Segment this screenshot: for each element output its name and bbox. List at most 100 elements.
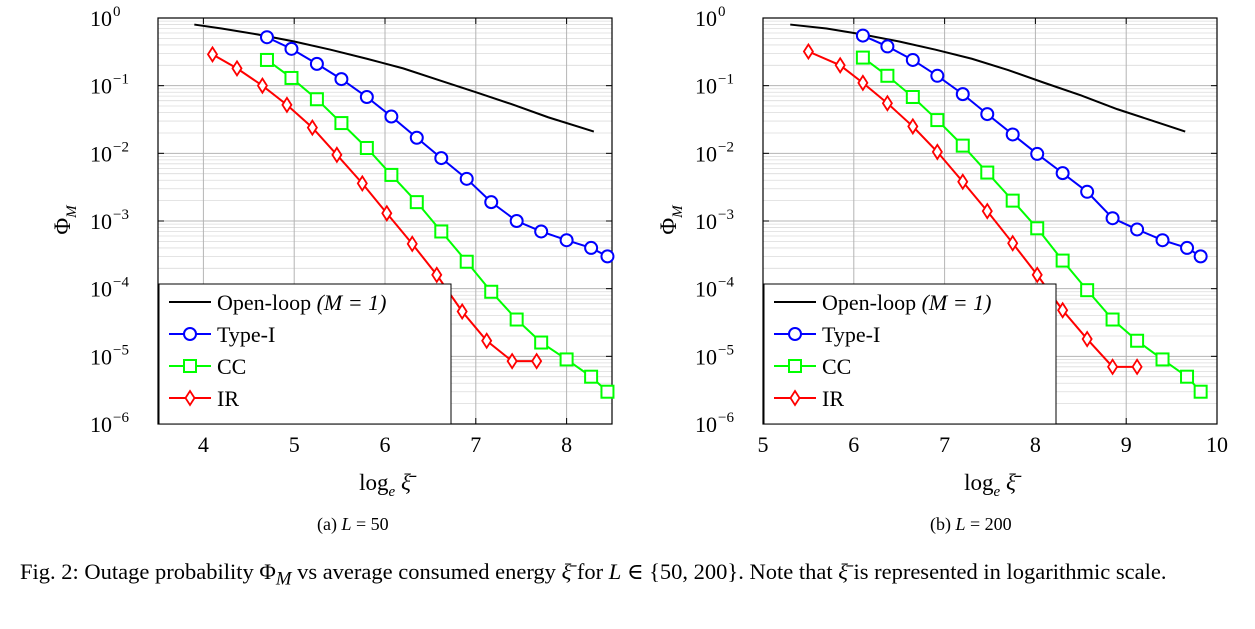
data-point xyxy=(905,90,920,105)
y-tick-base: 10 xyxy=(695,209,717,234)
data-point xyxy=(1155,233,1170,248)
y-tick-exponent: −5 xyxy=(718,342,734,358)
data-point xyxy=(256,77,268,95)
caption-text4: is represented in logarithmic scale. xyxy=(847,559,1167,584)
data-point xyxy=(359,90,374,105)
y-tick-exponent: −4 xyxy=(113,275,129,291)
data-point xyxy=(584,240,599,255)
y-tick-label: 10 xyxy=(695,209,717,234)
series-cc xyxy=(855,50,1208,399)
legend-entry-label: IR xyxy=(217,386,239,411)
y-tick-exponent: −1 xyxy=(718,72,734,88)
y-tick-label: 10 xyxy=(695,74,717,99)
data-point xyxy=(930,68,945,83)
series-line xyxy=(211,53,537,363)
data-point xyxy=(509,312,524,327)
y-tick-base: 10 xyxy=(695,412,717,437)
y-tick-exponent: 0 xyxy=(113,4,121,20)
legend-swatch-marker xyxy=(789,389,801,407)
data-point xyxy=(309,92,324,107)
y-tick-base: 10 xyxy=(695,277,717,302)
subcaption: (b) L = 200 xyxy=(930,514,1012,535)
data-point xyxy=(306,118,318,137)
subcaption-var: L xyxy=(340,514,351,534)
legend-swatch-marker xyxy=(788,359,802,373)
y-tick-exponent: −3 xyxy=(113,207,129,223)
data-point xyxy=(356,174,368,193)
x-axis-label-sub: e xyxy=(994,484,1001,500)
x-axis-label-log: log xyxy=(359,470,389,495)
x-axis-label-sub: e xyxy=(389,484,396,500)
data-point xyxy=(1193,384,1208,399)
legend-swatch-marker xyxy=(183,327,197,341)
caption-label: Fig. 2: xyxy=(20,559,79,584)
data-point xyxy=(459,171,474,186)
data-point xyxy=(880,68,895,83)
data-point xyxy=(1193,249,1208,264)
y-tick-base: 10 xyxy=(90,141,112,166)
data-point xyxy=(259,52,274,67)
data-point xyxy=(509,214,524,228)
data-point xyxy=(284,70,299,85)
x-tick-label: 8 xyxy=(561,432,572,457)
legend-entry-label: Open-loop xyxy=(217,290,311,315)
y-tick-label: 10 xyxy=(90,6,112,31)
data-point xyxy=(284,41,299,56)
data-point xyxy=(980,165,995,180)
data-point xyxy=(1055,166,1070,181)
data-point xyxy=(955,138,970,153)
legend-swatch-marker xyxy=(183,359,197,373)
caption-text2: vs average consumed energy xyxy=(291,559,562,584)
series-line xyxy=(808,50,1138,368)
data-point xyxy=(384,109,399,124)
data-point xyxy=(259,30,274,45)
legend-box xyxy=(158,283,452,425)
data-point xyxy=(1031,266,1043,284)
subcaption-var: L xyxy=(955,514,966,534)
x-tick-label: 5 xyxy=(758,432,769,457)
data-point xyxy=(855,50,870,65)
data-point xyxy=(600,249,615,264)
data-point xyxy=(331,146,343,164)
y-tick-base: 10 xyxy=(90,6,112,31)
legend-entry: Open-loop (M = 1) xyxy=(822,290,991,315)
data-point xyxy=(409,130,424,145)
y-axis-label: ΦM xyxy=(656,204,686,235)
data-point xyxy=(584,369,599,384)
data-point xyxy=(1057,301,1069,319)
legend-entry-label: Type-I xyxy=(822,322,880,347)
caption-sub: M xyxy=(275,568,292,590)
y-axis-label-phi: Φ xyxy=(50,218,75,235)
caption-xi-2: ξ̄ xyxy=(838,559,848,584)
data-point xyxy=(409,195,424,210)
series-open-loop xyxy=(194,23,595,133)
series-ir xyxy=(206,45,543,370)
y-tick-base: 10 xyxy=(90,277,112,302)
x-tick-label: 6 xyxy=(848,432,859,457)
data-point xyxy=(1130,222,1145,237)
x-tick-label: 7 xyxy=(939,432,950,457)
legend-entry: CC xyxy=(217,354,246,379)
subcaption: (a) L = 50 xyxy=(317,514,389,535)
x-tick-label: 10 xyxy=(1206,432,1228,457)
subcaption-value: = 50 xyxy=(352,514,389,534)
data-point xyxy=(206,45,219,64)
data-point xyxy=(930,113,945,128)
legend-entry: Type-I xyxy=(822,322,880,347)
data-point xyxy=(1105,211,1120,226)
x-axis-label-var: ξ̄ xyxy=(1006,470,1022,495)
data-point xyxy=(1131,358,1143,376)
y-tick-label: 10 xyxy=(695,141,717,166)
data-point xyxy=(506,352,518,370)
caption-set: ∈ {50, 200}. Note that xyxy=(621,559,839,584)
y-tick-exponent: −6 xyxy=(718,410,734,426)
legend-swatch-marker xyxy=(184,389,196,407)
series-type-i xyxy=(259,30,615,264)
data-point xyxy=(531,352,543,370)
y-tick-label: 10 xyxy=(695,6,717,31)
data-point xyxy=(384,167,399,182)
data-point xyxy=(1005,127,1020,142)
y-tick-base: 10 xyxy=(90,74,112,99)
